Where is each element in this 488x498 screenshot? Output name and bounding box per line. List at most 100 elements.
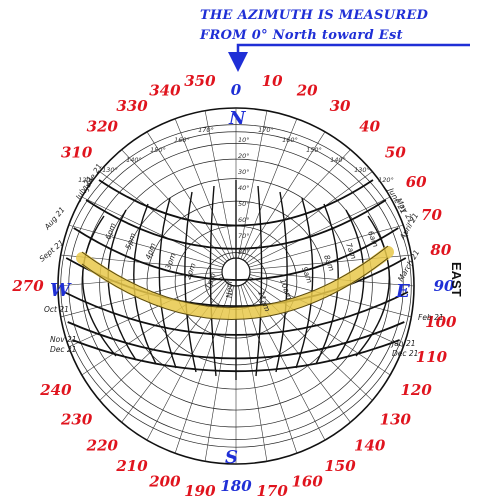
azimuth-line-350 [204,110,234,259]
date-label-april21: April 21 [397,211,420,242]
hour-line-15 [295,197,314,369]
sun-path-band [76,245,394,320]
azimuth-label-230: 230 [60,411,93,429]
azimuth-line-230 [99,280,226,401]
hour-line-11 [209,185,217,377]
azimuth-line-310 [99,171,226,264]
azimuth-label-200: 200 [148,472,181,490]
date-label-feb21: Feb 21 [418,313,444,322]
hour-line-18 [355,215,391,357]
hour-line-13 [255,185,263,377]
azimuth-label-140: 140 [354,436,386,454]
azimuth-label-100: 100 [425,313,457,331]
altitude-tick: 70° [238,232,250,240]
azimuth-line-120 [247,278,391,376]
hour-line-17 [335,209,365,361]
date-label-dec21_left: Dec 21 [50,345,76,354]
azimuth-label-170: 170 [256,482,288,498]
hour-line-9 [158,197,177,369]
chart-grid [57,107,415,465]
azimuth-label-270: 270 [11,277,44,295]
ring-tick-left: 150° [150,146,166,154]
azimuth-note-line2: FROM 0° North toward Est [200,28,403,43]
azimuth-line-90 [249,271,415,287]
ring-tick-left: 160° [174,136,190,144]
ring-tick-left: 130° [102,166,118,174]
azimuth-label-190: 190 [184,482,216,498]
ring-tick-right: 140° [330,156,346,164]
azimuth-label-70: 70 [421,206,442,224]
hour-label-4pm: 4pm [143,242,157,261]
azimuth-line-300 [81,196,225,266]
azimuth-label-330: 330 [116,97,148,115]
ring-tick-left: 140° [126,156,142,164]
altitude-tick: 60° [238,216,250,224]
azimuth-label-110: 110 [416,348,448,366]
altitude-tick: 20° [238,152,250,160]
azimuth-line-60 [247,196,391,266]
azimuth-note: THE AZIMUTH IS MEASURED FROM 0° North to… [200,6,486,46]
date-label-nov21: Nov 21 [50,335,77,344]
pointer-arrow [228,43,470,72]
hour-line-7 [107,209,137,361]
azimuth-label-130: 130 [380,411,412,429]
altitude-tick: 80° [238,248,250,256]
azimuth-label-150: 150 [324,457,356,475]
azimuth-label-310: 310 [61,143,93,161]
hour-label-10am: 10am [278,278,294,301]
date-label-jan21: Jan 21 [390,339,416,348]
ring-tick-right: 120° [378,176,394,184]
hour-label-noon: Noon [225,278,234,298]
azimuth-label-240: 240 [39,381,72,399]
ring-tick-right: 160° [282,136,298,144]
azimuth-line-20 [240,118,298,259]
date-label-oct21: Oct 21 [44,305,69,314]
azimuth-line-250 [68,276,223,348]
hour-label-3pm: 3pm [163,252,177,271]
east-label: E [395,281,410,302]
azimuth-line-50 [246,171,373,264]
azimuth-line-330 [146,131,230,261]
ring-tick-right: 170° [258,126,274,134]
azimuth-label-180: 180 [220,477,252,495]
azimuth-label-10: 10 [262,72,283,90]
azimuth-line-270 [57,271,223,287]
azimuth-line-320 [121,149,228,262]
east-word: EAST [449,262,464,297]
hour-line-14 [275,191,288,373]
azimuth-label-90: 90 [434,277,455,295]
azimuth-label-350: 350 [184,72,216,90]
hour-label-7am: 7am [344,242,358,261]
azimuth-label-80: 80 [430,241,451,259]
azimuth-label-340: 340 [149,82,181,100]
azimuth-label-220: 220 [86,436,119,454]
azimuth-note-line1: THE AZIMUTH IS MEASURED [200,8,429,23]
date-label-aug21: Aug 21 [42,205,67,232]
azimuth-line-10 [238,110,268,259]
hour-line-6 [81,215,117,357]
altitude-tick: 30° [238,168,250,176]
altitude-tick: 40° [238,184,250,192]
ring-tick-left: 120° [78,176,94,184]
azimuth-label-160: 160 [291,472,323,490]
azimuth-label-320: 320 [87,118,119,136]
hour-line-10 [184,191,197,373]
sun-band-fill [76,246,394,320]
azimuth-line-340 [174,118,232,259]
west-label: W [50,280,72,301]
south-label: S [225,447,238,468]
sun-band-edge-bottom [81,257,389,320]
sun-band-edge-top [81,245,389,308]
azimuth-label-50: 50 [385,143,406,161]
azimuth-line-130 [246,280,373,401]
azimuth-label-20: 20 [296,82,318,100]
azimuth-label-60: 60 [406,173,427,191]
azimuth-label-210: 210 [115,457,148,475]
altitude-tick: 50° [238,200,250,208]
azimuth-label-0: 0 [231,81,242,99]
ring-tick-right: 150° [306,146,322,154]
altitude-tick: 10° [238,136,250,144]
date-label-july21: July 21 [73,174,95,202]
